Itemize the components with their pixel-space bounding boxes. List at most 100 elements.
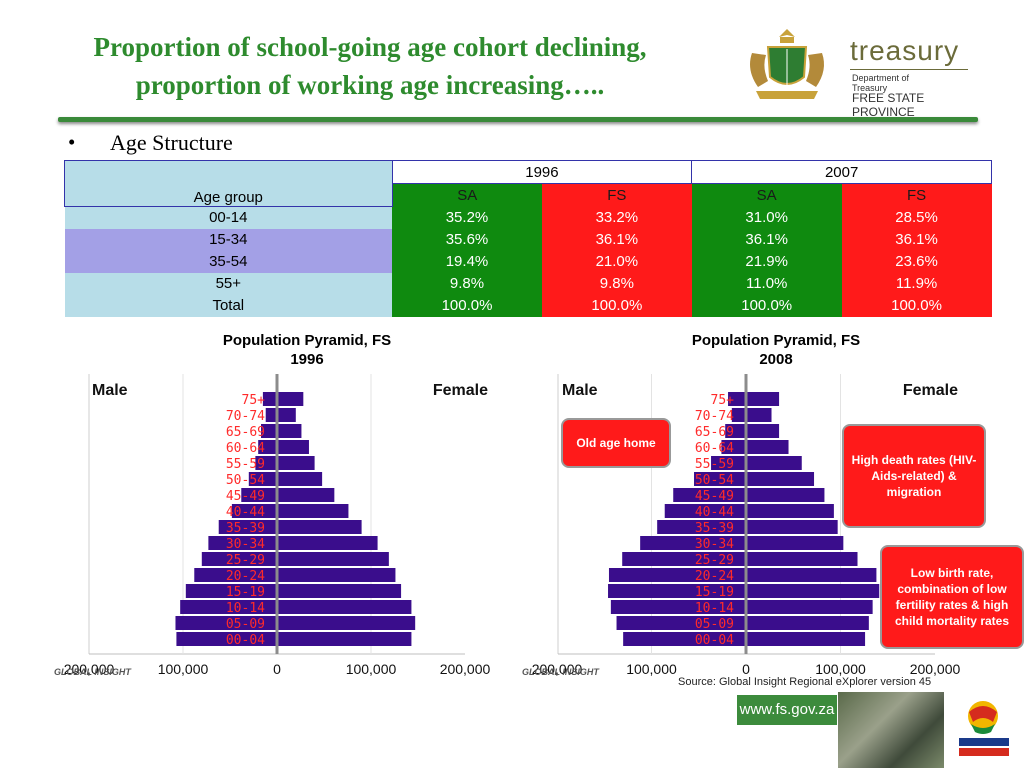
female-bar xyxy=(277,472,323,486)
title-line-2: proportion of working age increasing….. xyxy=(135,70,605,100)
table-year-row: Age group 1996 2007 xyxy=(64,160,992,207)
title-line-1: Proportion of school-going age cohort de… xyxy=(93,32,647,62)
population-pyramid-2008: 75+70-7465-6960-6455-5950-5445-4940-4435… xyxy=(532,374,961,677)
female-bar xyxy=(746,600,873,614)
male-bar xyxy=(623,632,746,646)
male-bar xyxy=(255,456,277,470)
x-tick-label: 100,000 xyxy=(626,661,677,677)
high-death-callout: High death rates (HIV-Aids-related) & mi… xyxy=(842,424,986,528)
male-bar xyxy=(640,536,746,550)
x-tick-label: 100,000 xyxy=(158,661,209,677)
male-bar xyxy=(258,440,277,454)
age-category-label: 05-09 xyxy=(226,617,265,632)
pyramid-2008-subtitle: 2008 xyxy=(759,351,793,368)
male-bar xyxy=(610,600,746,614)
value-cell: 11.0% xyxy=(691,272,842,295)
treasury-logo: treasury Department of Treasury FREE STA… xyxy=(740,25,980,119)
coat-of-arms-icon xyxy=(750,29,824,99)
value-cell: 100.0% xyxy=(841,294,992,317)
value-cell: 21.9% xyxy=(691,250,842,273)
male-bar xyxy=(208,536,277,550)
male-bar xyxy=(673,488,746,502)
female-bar xyxy=(746,440,789,454)
female-bar xyxy=(746,520,838,534)
age-category-label: 00-04 xyxy=(226,633,265,648)
age-group-cell: 00-14 xyxy=(64,206,393,229)
age-category-label: 75+ xyxy=(711,393,735,408)
female-bar xyxy=(277,616,416,630)
age-category-label: 00-04 xyxy=(695,633,734,648)
age-category-label: 35-39 xyxy=(695,521,734,536)
x-tick-label: 0 xyxy=(742,661,750,677)
female-bar xyxy=(277,440,309,454)
x-tick-label: 0 xyxy=(273,661,281,677)
female-bar xyxy=(277,504,349,518)
female-bar xyxy=(277,632,412,646)
page-title: Proportion of school-going age cohort de… xyxy=(20,28,720,104)
pyramid-1996-title-text: Population Pyramid, FS xyxy=(222,332,392,349)
table-row: 55+ 9.8% 9.8% 11.0% 11.9% xyxy=(64,272,992,295)
table-row: 35-54 19.4% 21.0% 21.9% 23.6% xyxy=(64,250,992,273)
global-insight-logo-2: GLOBAL INSIGHT xyxy=(522,667,599,677)
value-cell: 33.2% xyxy=(541,206,692,229)
male-bar xyxy=(194,568,277,582)
value-cell: 35.6% xyxy=(392,228,542,251)
male-bar xyxy=(694,472,746,486)
female-bar xyxy=(746,504,834,518)
age-category-label: 70-74 xyxy=(695,409,734,424)
world-cup-logo-icon xyxy=(945,692,1024,768)
female-bar xyxy=(746,552,858,566)
age-group-cell: Total xyxy=(64,294,393,317)
age-category-label: 25-29 xyxy=(226,553,265,568)
female-bar xyxy=(277,536,378,550)
female-bar xyxy=(277,568,396,582)
male-bar xyxy=(616,616,746,630)
value-cell: 9.8% xyxy=(392,272,542,295)
female-bar xyxy=(277,424,302,438)
female-bar xyxy=(277,600,412,614)
age-category-label: 35-39 xyxy=(226,521,265,536)
male-bar xyxy=(218,520,277,534)
department-text: Department of Treasury xyxy=(852,73,909,93)
female-bar xyxy=(746,392,780,406)
value-cell: 9.8% xyxy=(541,272,692,295)
value-cell: 100.0% xyxy=(392,294,542,317)
age-category-label: 30-34 xyxy=(226,537,265,552)
female-bar xyxy=(746,536,844,550)
fs-gov-link[interactable]: www.fs.gov.za xyxy=(737,695,837,725)
stadium-photo xyxy=(838,692,944,768)
age-category-label: 45-49 xyxy=(695,489,734,504)
male-bar xyxy=(711,456,746,470)
value-cell: 23.6% xyxy=(841,250,992,273)
male-bar xyxy=(622,552,746,566)
treasury-word: treasury xyxy=(850,35,960,66)
logo-divider xyxy=(850,69,968,70)
value-cell: 100.0% xyxy=(541,294,692,317)
female-bar xyxy=(746,584,880,598)
female-bar xyxy=(746,568,877,582)
age-category-label: 10-14 xyxy=(226,601,265,616)
female-bar xyxy=(277,584,402,598)
female-bar xyxy=(746,472,815,486)
sa-2007-header: SA xyxy=(691,183,842,206)
x-tick-label: 100,000 xyxy=(815,661,866,677)
table-region-row: SA FS SA FS xyxy=(65,183,992,206)
value-cell: 100.0% xyxy=(691,294,842,317)
male-bar xyxy=(185,584,277,598)
x-tick-label: 100,000 xyxy=(346,661,397,677)
age-category-label: 20-24 xyxy=(226,569,265,584)
male-bar xyxy=(725,424,746,438)
female-bar xyxy=(277,456,315,470)
age-structure-table: Age group 1996 2007 SA FS SA FS 00-14 35… xyxy=(64,160,992,317)
female-bar xyxy=(746,456,802,470)
female-bar xyxy=(746,408,772,422)
x-tick-label: 200,000 xyxy=(64,661,115,677)
male-bar xyxy=(608,568,746,582)
year-2007-header: 2007 xyxy=(691,160,992,184)
pyramid-2008-title: Population Pyramid, FS 2008 xyxy=(656,331,896,369)
male-bar xyxy=(265,408,277,422)
age-category-label: 55-59 xyxy=(226,457,265,472)
male-bar xyxy=(728,392,746,406)
age-category-label: 55-59 xyxy=(695,457,734,472)
male-bar xyxy=(248,472,277,486)
